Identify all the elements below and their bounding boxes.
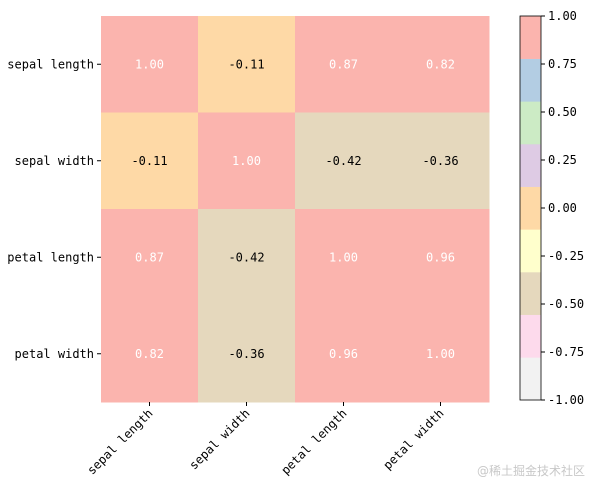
colorbar-segment — [520, 357, 541, 401]
heatmap-cell — [198, 112, 296, 210]
heatmap-cell — [295, 305, 393, 403]
cell-annotation: 1.00 — [329, 250, 358, 264]
cell-annotation: 0.96 — [426, 250, 455, 264]
colorbar-tick-label: 0.25 — [548, 153, 577, 167]
cell-annotation: -0.42 — [228, 250, 264, 264]
y-tick-label: petal length — [7, 250, 94, 264]
x-tick-label: sepal length — [84, 406, 155, 477]
colorbar-tick-label: 1.00 — [548, 9, 577, 23]
cell-annotation: 0.82 — [426, 57, 455, 71]
heatmap-cell — [198, 209, 296, 306]
colorbar: 1.00 0.75 0.50 0.25 0.00 -0.25 -0.50 -0.75 -1.00 — [519, 9, 584, 407]
heatmap-cell — [198, 305, 296, 403]
y-tick-label: sepal width — [15, 154, 94, 168]
heatmap-cell — [295, 209, 393, 306]
x-tick-label: sepal width — [187, 406, 253, 472]
x-axis: sepal length sepal width petal length petal… — [84, 402, 447, 477]
cell-annotation: 1.00 — [135, 57, 164, 71]
x-tick-label: petal width — [381, 406, 447, 472]
colorbar-tick-label: 0.50 — [548, 105, 577, 119]
y-tick-label: petal width — [15, 347, 94, 361]
heatmap-cell — [101, 16, 199, 113]
heatmap-cell — [295, 16, 393, 113]
heatmap-cell — [198, 16, 296, 113]
colorbar-segment — [520, 144, 541, 187]
y-axis: sepal length sepal width petal length petal… — [7, 57, 101, 361]
heatmap-cell — [392, 209, 490, 306]
watermark: @稀土掘金技术社区 — [476, 464, 585, 478]
cell-annotation: -0.36 — [228, 347, 264, 361]
cell-annotation: 1.00 — [232, 154, 261, 168]
cell-annotation: 1.00 — [426, 347, 455, 361]
colorbar-tick-label: -0.75 — [548, 345, 584, 359]
cell-annotation: -0.42 — [325, 154, 361, 168]
colorbar-segment — [520, 314, 541, 358]
colorbar-tick-label: -0.25 — [548, 249, 584, 263]
colorbar-segment — [520, 229, 541, 273]
heatmap-annotations: 1.00 -0.11 0.87 0.82 -0.11 1.00 -0.42 -0.36 0.87… — [131, 57, 458, 361]
heatmap-cell — [392, 112, 490, 210]
cell-annotation: -0.11 — [228, 57, 264, 71]
colorbar-segment — [520, 16, 541, 59]
colorbar-tick-label: -1.00 — [548, 393, 584, 407]
cell-annotation: 0.87 — [135, 250, 164, 264]
heatmap-cell — [392, 16, 490, 113]
cell-annotation: 0.82 — [135, 347, 164, 361]
heatmap-cell — [392, 305, 490, 403]
heatmap-cell — [295, 112, 393, 210]
cell-annotation: -0.36 — [422, 154, 458, 168]
colorbar-tick-label: 0.00 — [548, 201, 577, 215]
heatmap-cells — [101, 16, 490, 403]
y-tick-label: sepal length — [7, 57, 94, 71]
colorbar-segment — [520, 101, 541, 145]
heatmap-cell — [101, 209, 199, 306]
cell-annotation: 0.96 — [329, 347, 358, 361]
colorbar-tick-label: 0.75 — [548, 57, 577, 71]
cell-annotation: -0.11 — [131, 154, 167, 168]
colorbar-segment — [520, 186, 541, 230]
colorbar-segment — [520, 272, 541, 315]
heatmap-cell — [101, 112, 199, 210]
heatmap-cell — [101, 305, 199, 403]
x-tick-label: petal length — [278, 406, 349, 477]
colorbar-segment — [520, 58, 541, 102]
colorbar-tick-label: -0.50 — [548, 297, 584, 311]
cell-annotation: 0.87 — [329, 57, 358, 71]
